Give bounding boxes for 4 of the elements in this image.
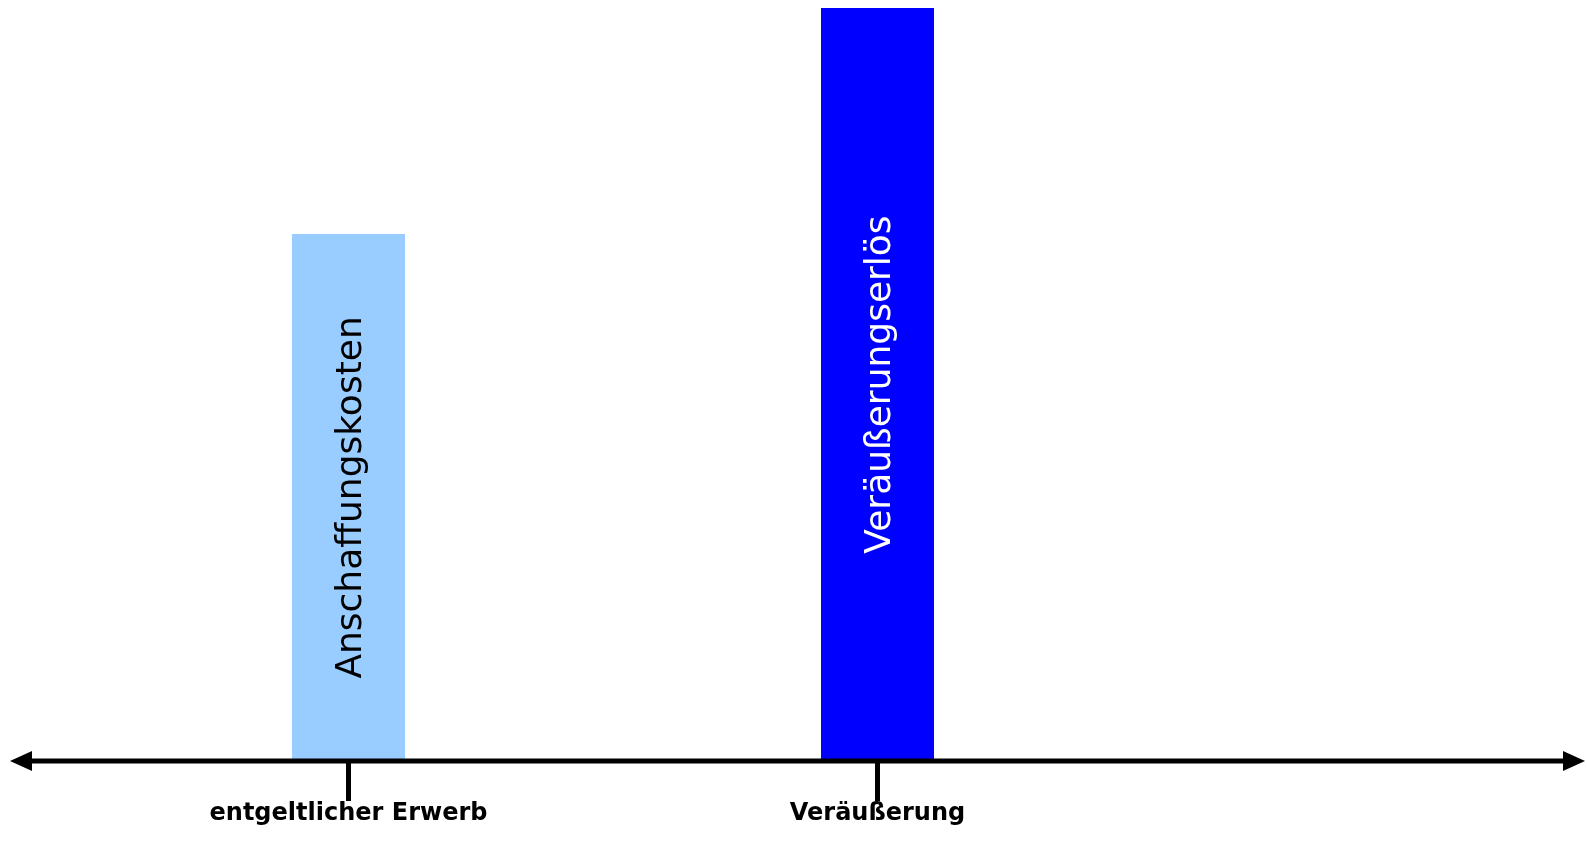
annotation: Veräußerungserlös (857, 215, 898, 554)
x-tick-label: Veräußerung (789, 798, 966, 827)
annotation: Anschaffungskosten (328, 316, 369, 679)
x-tick-label: entgeltlicher Erwerb (209, 798, 488, 827)
